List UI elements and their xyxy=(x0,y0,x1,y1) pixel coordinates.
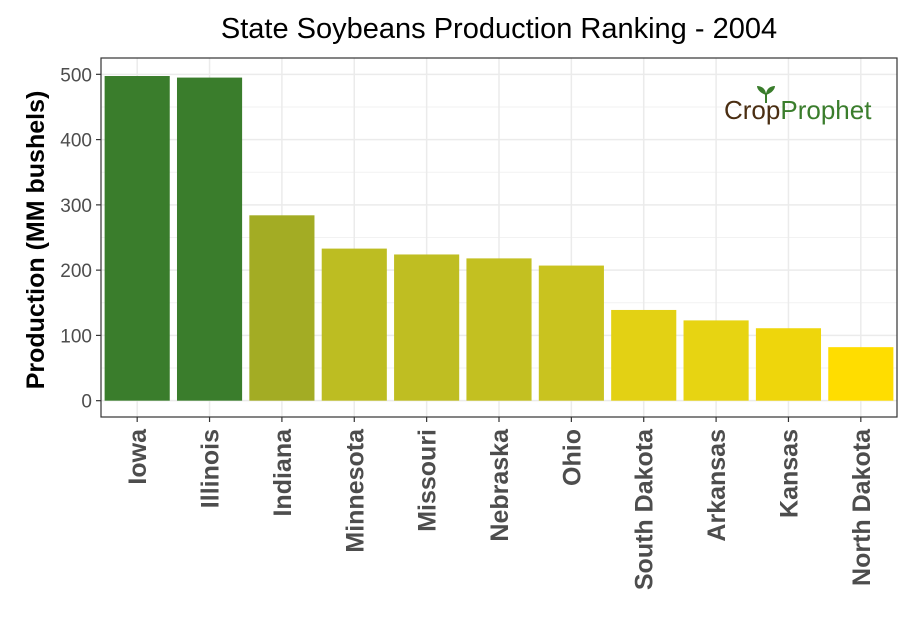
x-tick-label: Iowa xyxy=(124,428,152,485)
x-tick-label: Kansas xyxy=(775,429,803,518)
y-tick-label: 300 xyxy=(60,196,92,217)
x-tick-label: Illinois xyxy=(197,429,225,508)
x-tick-label: North Dakota xyxy=(848,428,876,586)
x-axis: Iowa Illinois Indiana Minnesota Missouri Nebr… xyxy=(124,417,876,590)
chart-title: State Soybeans Production Ranking - 2004 xyxy=(221,13,777,45)
watermark-logo: CropProphet xyxy=(724,86,872,125)
bars xyxy=(104,76,894,401)
bar-indiana xyxy=(249,215,315,401)
bar-ohio xyxy=(538,265,604,401)
y-tick-label: 200 xyxy=(60,261,92,282)
sprout-icon xyxy=(757,86,775,103)
x-tick-label: Arkansas xyxy=(703,429,731,542)
bar-nebraska xyxy=(466,258,532,401)
y-axis: 0 100 200 300 400 500 xyxy=(60,65,101,413)
watermark-prophet-text: Prophet xyxy=(780,95,872,125)
y-tick-label: 100 xyxy=(60,326,92,347)
svg-text:CropProphet: CropProphet xyxy=(724,95,872,125)
x-tick-label: Missouri xyxy=(414,429,442,532)
x-tick-label: Ohio xyxy=(558,429,586,486)
x-tick-label: Nebraska xyxy=(486,428,514,542)
bar-kansas xyxy=(755,328,822,401)
bar-missouri xyxy=(394,254,460,401)
bar-iowa xyxy=(104,76,170,401)
y-tick-label: 500 xyxy=(60,65,92,86)
y-tick-label: 0 xyxy=(81,392,92,413)
y-tick-label: 400 xyxy=(60,131,92,152)
x-tick-label: Indiana xyxy=(269,428,297,517)
bar-north-dakota xyxy=(828,347,894,401)
x-tick-label: Minnesota xyxy=(341,428,369,553)
y-axis-label: Production (MM bushels) xyxy=(22,91,50,390)
bar-illinois xyxy=(176,77,243,401)
bar-south-dakota xyxy=(611,309,677,401)
bar-minnesota xyxy=(321,248,387,401)
bar-arkansas xyxy=(683,320,749,401)
x-tick-label: South Dakota xyxy=(631,428,659,590)
watermark-crop-text: Crop xyxy=(724,95,780,125)
